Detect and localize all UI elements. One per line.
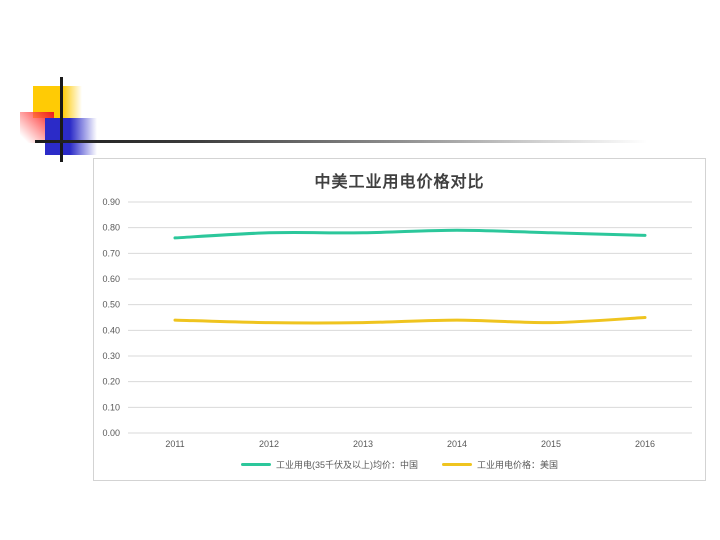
decoration-blue-square (45, 118, 97, 155)
x-tick-label: 2014 (447, 439, 467, 449)
legend-item-usa: 工业用电价格：美国 (442, 458, 558, 471)
y-tick-label: 0.60 (102, 274, 120, 284)
y-tick-label: 0.00 (102, 428, 120, 438)
series-line-usa (173, 316, 647, 325)
chart-area: 中美工业用电价格对比 0.00 0.10 0.20 0.30 0.40 0.50 0.60 0… (93, 158, 706, 481)
chart-title: 中美工业用电价格对比 (314, 174, 485, 191)
legend-swatch-china (240, 462, 271, 467)
x-tick-label: 2015 (541, 439, 561, 449)
legend-label-china: 工业用电(35千伏及以上)均价：中国 (275, 460, 418, 470)
y-tick-label: 0.40 (102, 325, 120, 335)
x-tick-label: 2011 (165, 439, 184, 449)
y-tick-label: 0.30 (102, 351, 120, 361)
x-tick-label: 2016 (635, 439, 655, 449)
y-tick-label: 0.50 (102, 300, 120, 310)
chart-plot: 0.00 0.10 0.20 0.30 0.40 0.50 0.60 0.70 0.80 0.90… (102, 197, 692, 449)
y-tick-label: 0.10 (102, 402, 120, 412)
legend-swatch-usa (442, 462, 472, 467)
decoration-vertical-line (60, 77, 63, 162)
y-tick-label: 0.70 (102, 248, 120, 258)
y-tick-label: 0.80 (102, 223, 120, 233)
x-tick-label: 2013 (353, 439, 373, 449)
legend-item-china: 工业用电(35千伏及以上)均价：中国 (240, 458, 418, 471)
x-tick-label: 2012 (259, 439, 279, 449)
series-line-china (173, 228, 647, 240)
decoration-horizontal-rule (35, 140, 660, 143)
chart-legend: 工业用电(35千伏及以上)均价：中国 工业用电价格：美国 (94, 458, 705, 471)
legend-label-usa: 工业用电价格：美国 (477, 460, 559, 470)
y-tick-label: 0.90 (102, 197, 120, 207)
y-tick-label: 0.20 (102, 377, 120, 387)
